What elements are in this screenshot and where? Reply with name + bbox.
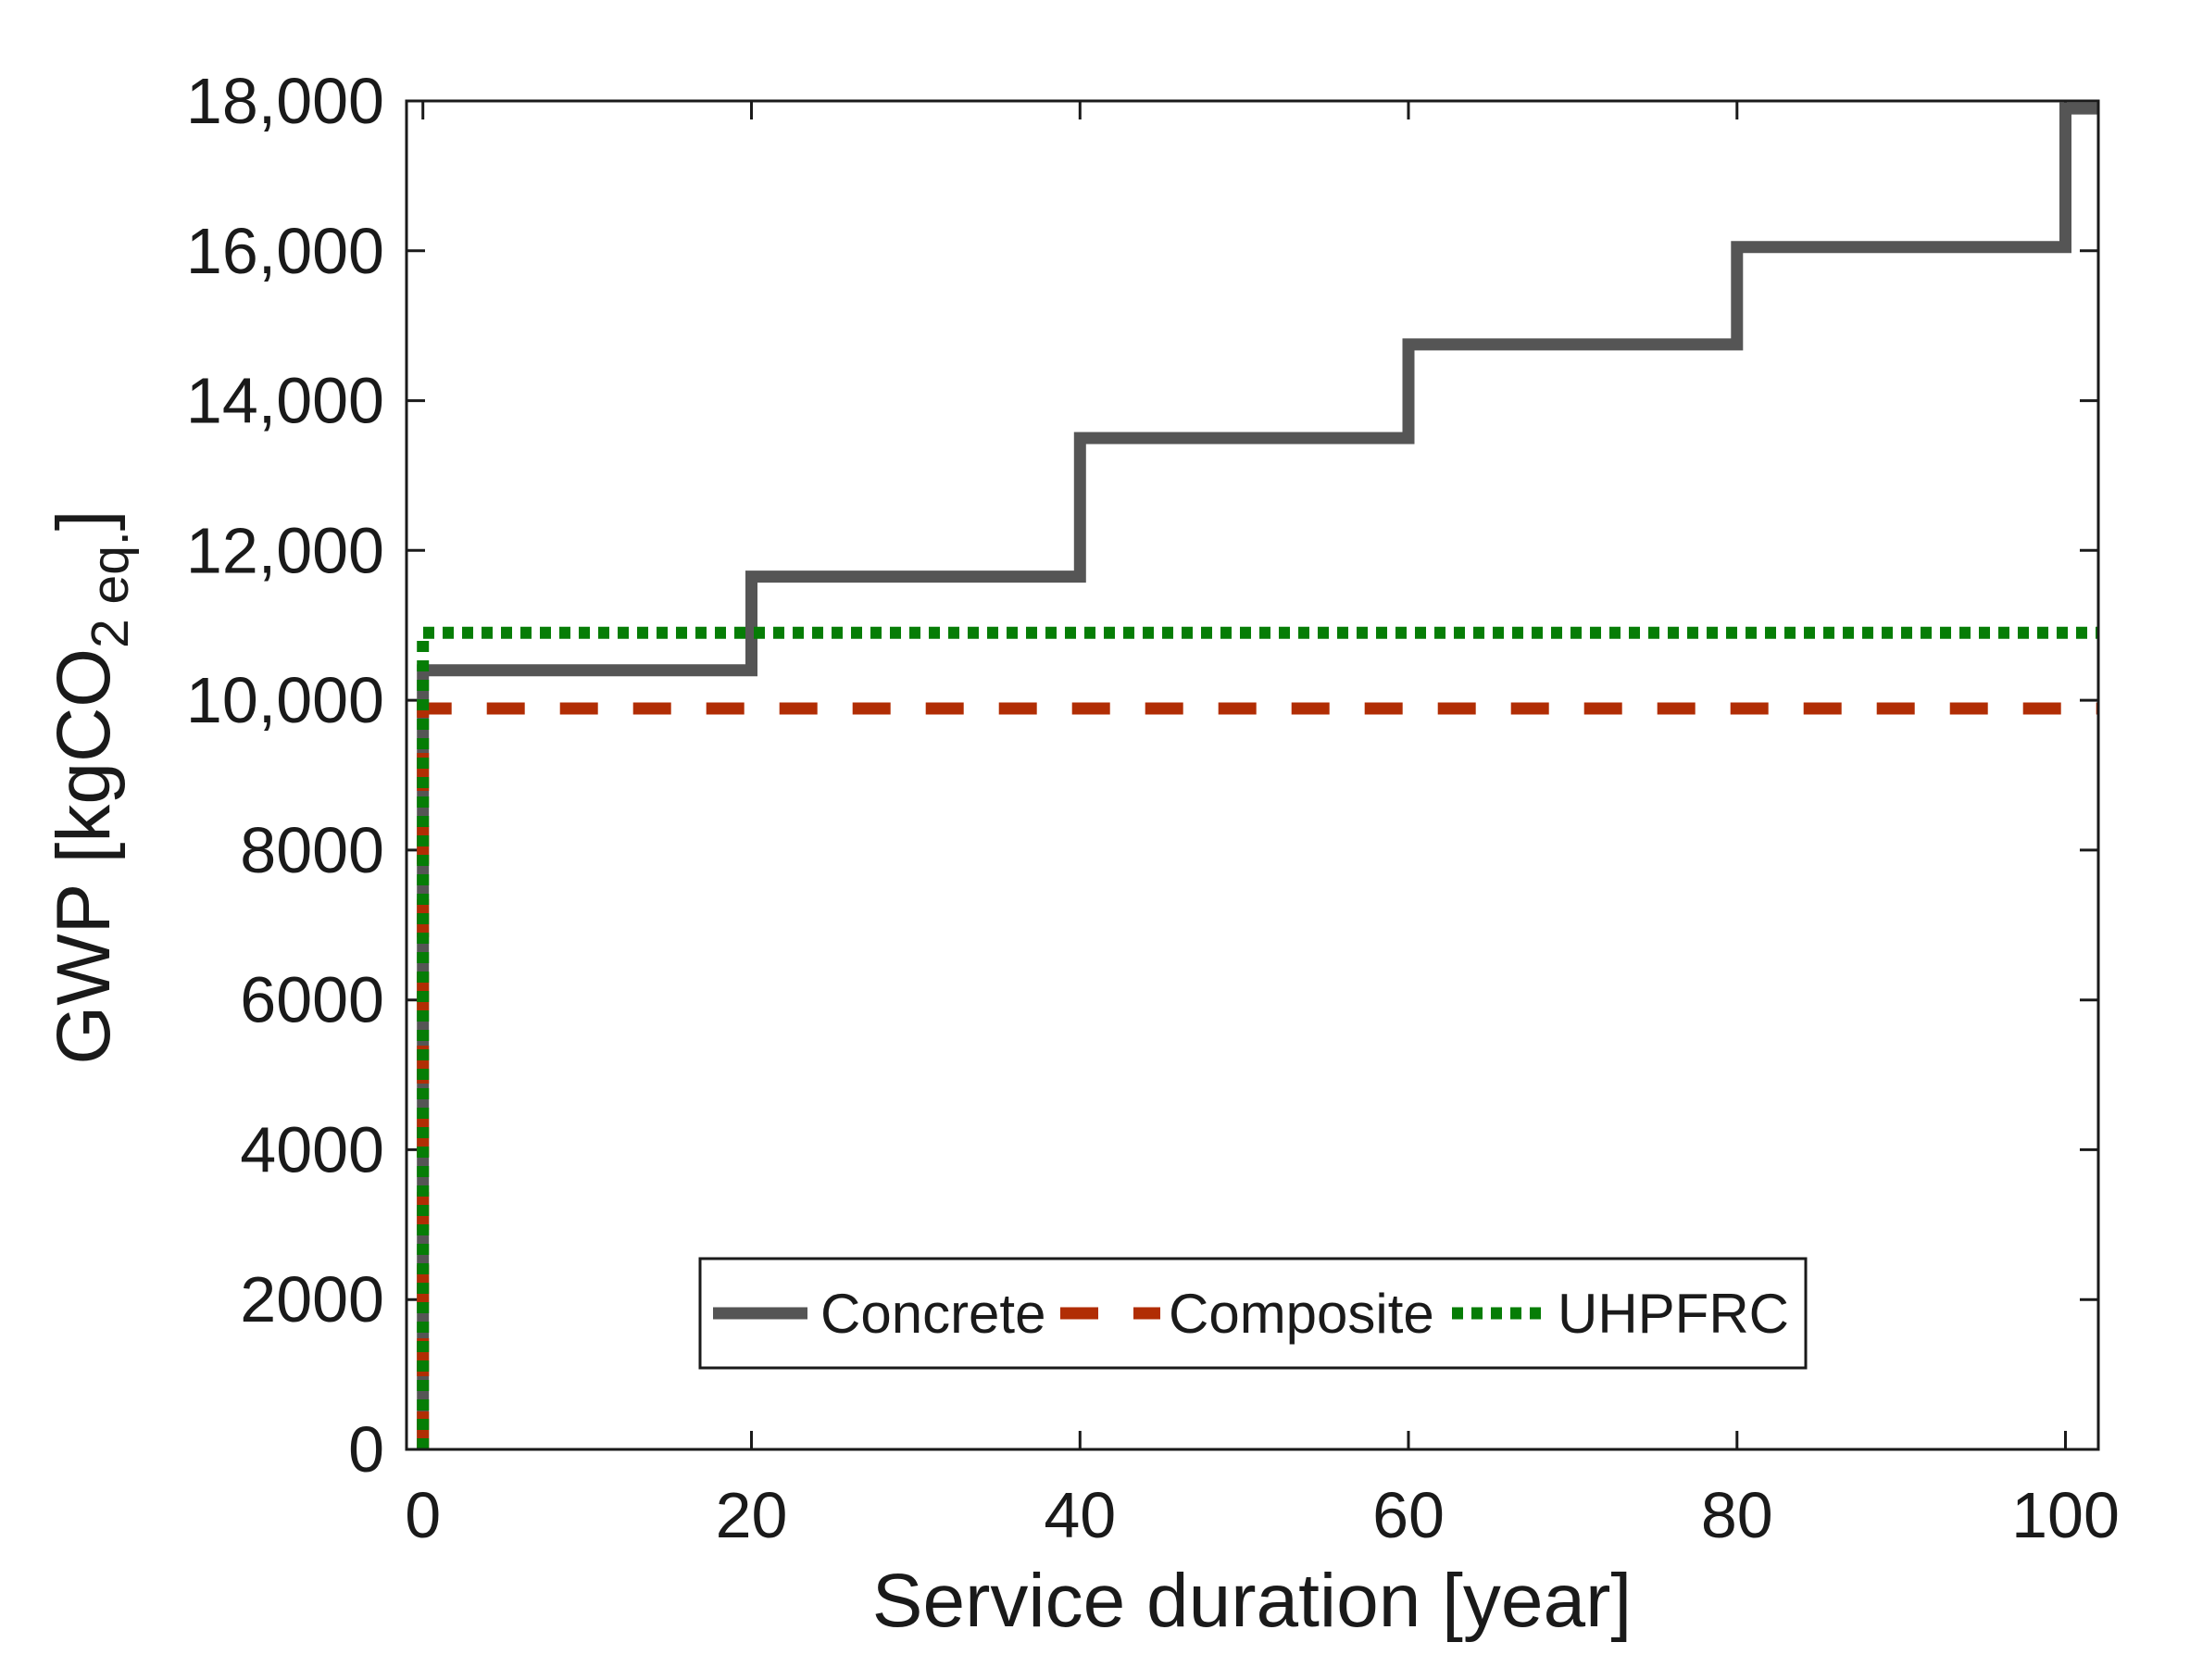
x-tick-label: 100: [2011, 1479, 2120, 1551]
y-tick-label: 4000: [240, 1113, 384, 1185]
y-axis-label-prefix: GWP [kgCO: [42, 648, 126, 1065]
legend-box: [698, 1257, 1808, 1370]
y-axis-label: GWP [kgCO2 eq.]: [42, 509, 140, 1064]
y-tick-label: 6000: [240, 964, 384, 1036]
plot-border: [405, 99, 2100, 1451]
axis-tick-labels: 0 20 40 60 80 100 0 2000 4000 6000 8000 10,000 12,00…: [186, 65, 2120, 1551]
series-line-uhpfrc: [417, 626, 2098, 1449]
legend-label-concrete: Concrete: [820, 1283, 1045, 1345]
x-axis-label: Service duration [year]: [872, 1559, 1632, 1643]
y-tick-label: 18,000: [186, 65, 384, 137]
series-line-concrete: [417, 102, 2098, 1449]
y-axis-label-suffix: ]: [42, 509, 126, 531]
y-tick-label: 8000: [240, 814, 384, 886]
legend: Concrete Composite UHPFRC: [698, 1257, 1808, 1370]
y-tick-label: 16,000: [186, 215, 384, 287]
x-tick-label: 0: [405, 1479, 441, 1551]
x-tick-label: 20: [716, 1479, 788, 1551]
legend-label-composite: Composite: [1169, 1283, 1434, 1345]
y-tick-label: 10,000: [186, 664, 384, 736]
y-tick-label: 12,000: [186, 514, 384, 586]
data-series: [417, 102, 2098, 1449]
x-tick-label: 60: [1372, 1479, 1445, 1551]
y-tick-label: 14,000: [186, 365, 384, 437]
legend-label-uhpfrc: UHPFRC: [1558, 1283, 1789, 1345]
plot-area: [407, 101, 2098, 1449]
x-tick-label: 40: [1044, 1479, 1116, 1551]
y-tick-label: 2000: [240, 1263, 384, 1335]
x-tick-label: 80: [1701, 1479, 1773, 1551]
y-axis-label-subscript: 2 eq.: [81, 531, 140, 648]
y-tick-label: 0: [348, 1413, 384, 1486]
